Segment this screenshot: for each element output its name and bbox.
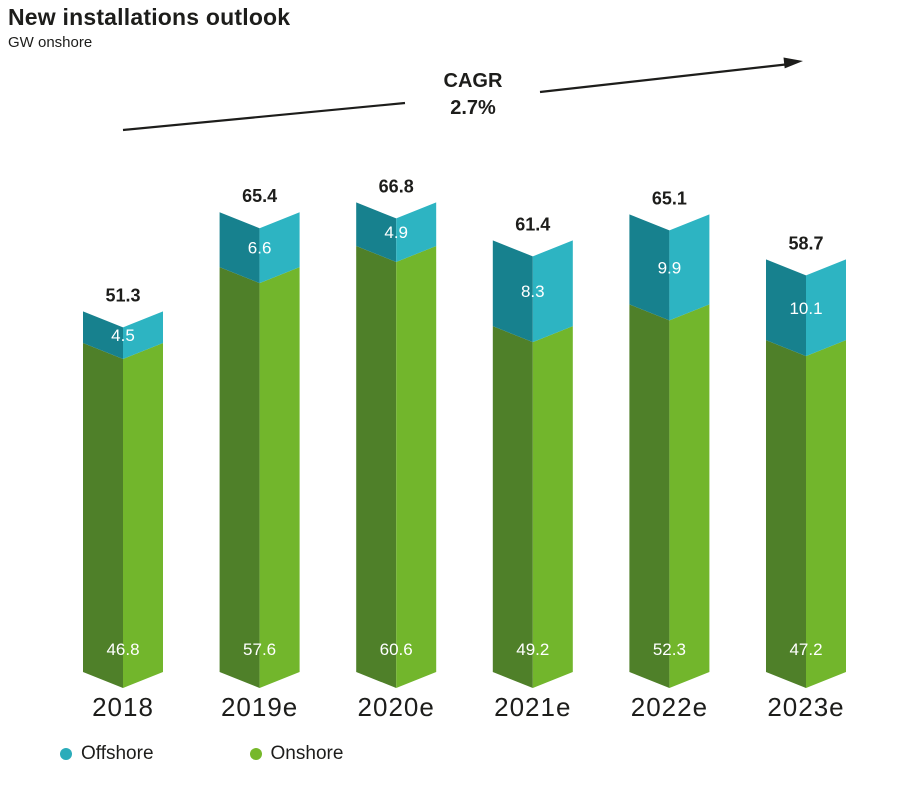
- bar-offshore-2023e-right-face: [806, 259, 846, 357]
- cagr-value: 2.7%: [450, 97, 496, 119]
- bars-layer: 51.3 4.5 46.8 2018 65.4 6.6 57.6 2019e 66.8 4.9 60…: [83, 176, 846, 722]
- bar-onshore-2021e-left-face: [492, 326, 533, 688]
- legend-label-offshore: Offshore: [81, 743, 154, 764]
- bar-onshore-2019e-left-face: [219, 267, 260, 688]
- cagr-annotation: CAGR 2.7%: [408, 68, 538, 122]
- bar-offshore-2019e-left-face: [219, 212, 260, 284]
- onshore-swatch-icon: [249, 748, 262, 760]
- offshore-value-2018: 4.5: [111, 326, 135, 345]
- onshore-value-2018: 46.8: [106, 640, 139, 659]
- x-tick-2021e: 2021e: [494, 692, 571, 722]
- x-tick-2023e: 2023e: [767, 692, 844, 722]
- bar-offshore-2020e-left-face: [356, 202, 397, 262]
- bar-onshore-2022e-right-face: [669, 304, 710, 688]
- bar-offshore-2021e-right-face: [532, 240, 573, 343]
- bar-onshore-2021e-right-face: [532, 326, 573, 688]
- legend: Offshore Onshore: [60, 743, 343, 765]
- total-label-2021e: 61.4: [515, 214, 550, 234]
- offshore-value-2021e: 8.3: [521, 282, 545, 301]
- offshore-value-2020e: 4.9: [384, 223, 408, 242]
- onshore-value-2020e: 60.6: [380, 640, 413, 659]
- cagr-label: CAGR: [443, 70, 503, 92]
- bar-offshore-2020e-right-face: [396, 202, 437, 262]
- bar-offshore-2021e-left-face: [492, 240, 533, 343]
- chart-units-label: GW onshore: [8, 34, 93, 51]
- offshore-value-2019e: 6.6: [248, 239, 272, 258]
- x-tick-2018: 2018: [92, 692, 154, 722]
- bar-offshore-2022e-left-face: [629, 214, 670, 321]
- total-label-2023e: 58.7: [788, 233, 823, 253]
- x-tick-2022e: 2022e: [631, 692, 708, 722]
- offshore-value-2022e: 9.9: [658, 258, 682, 277]
- onshore-value-2023e: 47.2: [789, 640, 822, 659]
- bar-onshore-2018-right-face: [123, 342, 163, 688]
- onshore-value-2021e: 49.2: [516, 640, 549, 659]
- bar-onshore-2019e-right-face: [259, 267, 300, 688]
- page-title: New installations outlook: [8, 4, 291, 30]
- bar-onshore-2020e-left-face: [356, 245, 397, 688]
- cagr-trend-arrow: [122, 57, 803, 132]
- bar-offshore-2018-right-face: [123, 311, 163, 359]
- total-label-2018: 51.3: [105, 285, 140, 305]
- total-label-2022e: 65.1: [652, 188, 687, 208]
- offshore-swatch-icon: [60, 748, 72, 760]
- legend-item-offshore: Offshore: [60, 743, 154, 765]
- bar-onshore-2022e-left-face: [629, 304, 670, 688]
- bar-onshore-2020e-right-face: [396, 245, 437, 688]
- x-tick-2020e: 2020e: [358, 692, 435, 722]
- onshore-value-2019e: 57.6: [243, 640, 276, 659]
- total-label-2020e: 66.8: [379, 176, 414, 196]
- total-label-2019e: 65.4: [242, 186, 277, 206]
- legend-label-onshore: Onshore: [270, 743, 344, 764]
- offshore-value-2023e: 10.1: [789, 299, 822, 318]
- bar-onshore-2023e-right-face: [806, 340, 846, 688]
- onshore-value-2022e: 52.3: [653, 640, 686, 659]
- bar-offshore-2018-left-face: [83, 311, 123, 359]
- bar-offshore-2019e-right-face: [259, 212, 300, 284]
- legend-item-onshore: Onshore: [249, 743, 344, 765]
- x-tick-2019e: 2019e: [221, 692, 298, 722]
- bar-offshore-2023e-left-face: [766, 259, 806, 357]
- bar-offshore-2022e-right-face: [669, 214, 710, 321]
- bar-onshore-2023e-left-face: [766, 340, 806, 688]
- bar-onshore-2018-left-face: [83, 342, 123, 688]
